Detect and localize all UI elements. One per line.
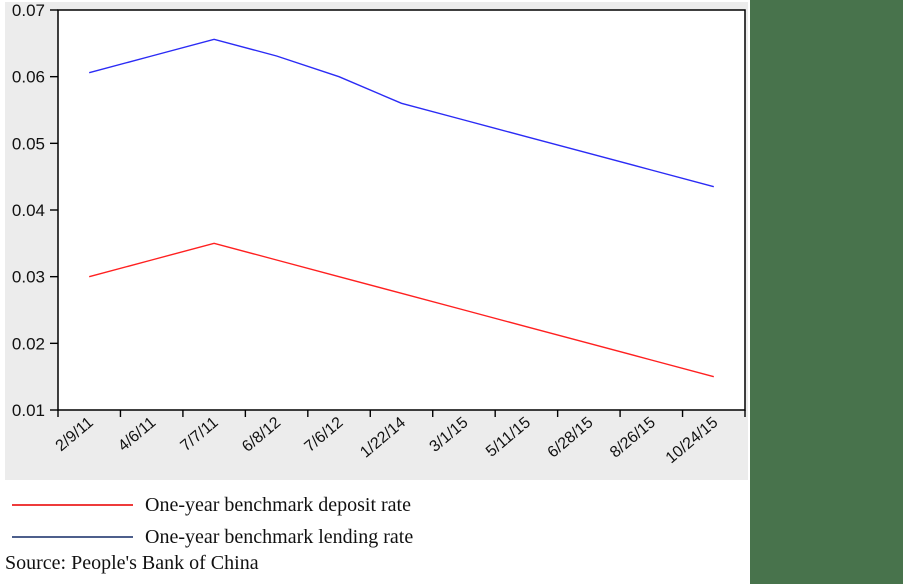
chart-region: 0.01 0.02 0.03 0.04 0.05 0.06 0.07 2/9/11 4/6/11… (5, 1, 748, 480)
y-tick-label: 0.07 (12, 1, 45, 20)
legend-item-lending-rate: One-year benchmark lending rate (12, 525, 742, 549)
source-text: Source: People's Bank of China (5, 552, 259, 574)
y-tick-label: 0.03 (12, 268, 45, 287)
legend: One-year benchmark deposit rate One-year… (12, 493, 742, 549)
lending-line-swatch (12, 536, 133, 538)
y-tick-label: 0.02 (12, 334, 45, 353)
green-side-panel (750, 0, 903, 584)
deposit-line-swatch (12, 504, 133, 506)
y-axis: 0.01 0.02 0.03 0.04 0.05 0.06 0.07 (12, 1, 58, 420)
one-year-benchmark-lending-rate-line (89, 38, 714, 188)
line-chart: 0.010.020.030.040.050.060.072/9/11 4/6/11… (5, 1, 748, 480)
y-tick-label: 0.05 (12, 134, 45, 153)
plot-border (57, 9, 746, 411)
one-year-benchmark-deposit-rate-line (89, 242, 714, 378)
y-tick-label: 0.06 (12, 68, 45, 87)
y-tick-label: 0.01 (12, 401, 45, 420)
legend-label-deposit-rate: One-year benchmark deposit rate (145, 493, 411, 516)
legend-item-deposit-rate: One-year benchmark deposit rate (12, 493, 742, 517)
y-tick-label: 0.04 (12, 201, 45, 220)
legend-label-lending-rate: One-year benchmark lending rate (145, 525, 414, 548)
